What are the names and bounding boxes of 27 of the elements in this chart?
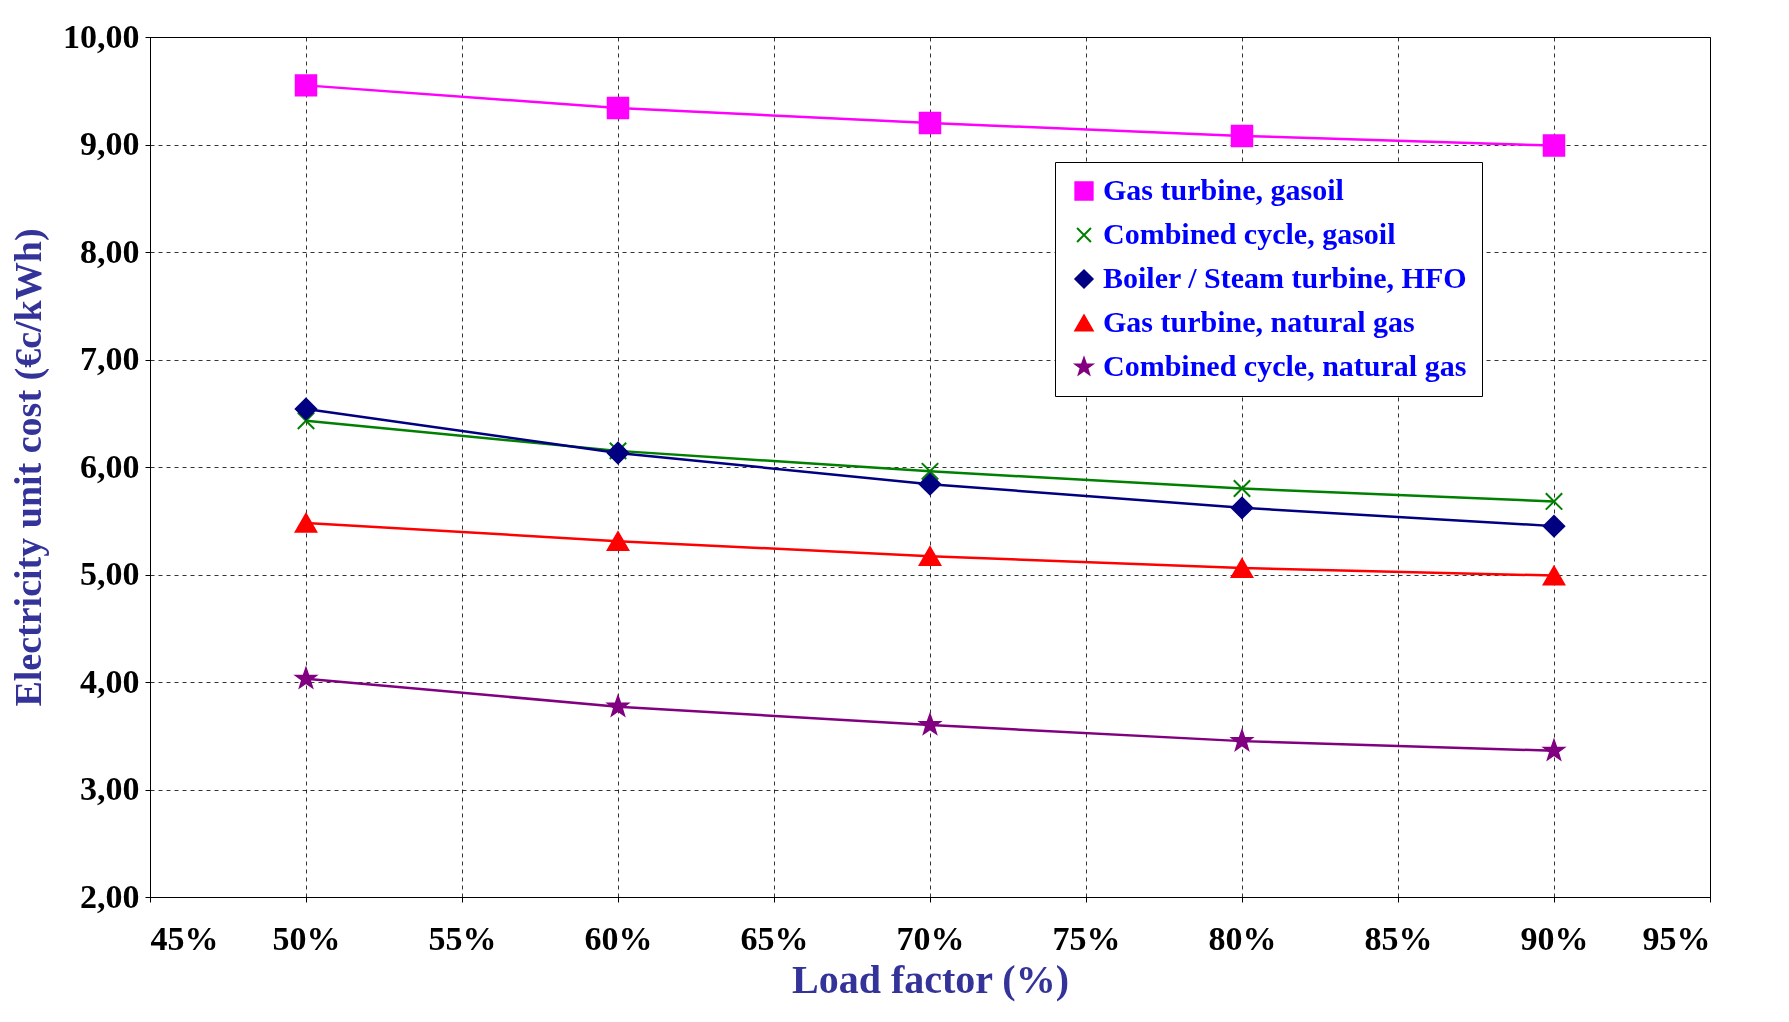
y-tick-label: 8,00 — [80, 232, 140, 270]
x-tick-label: 85% — [1364, 919, 1433, 957]
y-tick-label: 4,00 — [80, 662, 140, 700]
x-tick-label: 60% — [584, 919, 653, 957]
x-tick-label: 80% — [1208, 919, 1277, 957]
y-tick-label: 3,00 — [80, 770, 140, 807]
x-tick-label: 55% — [428, 919, 497, 957]
legend-label: Gas turbine, gasoil — [1103, 173, 1344, 206]
y-tick-label: 5,00 — [80, 555, 140, 592]
y-tick-label: 9,00 — [80, 125, 140, 162]
x-axis-title: Load factor (%) — [792, 956, 1069, 1002]
x-tick-label: 95% — [1642, 919, 1711, 957]
x-tick-label: 70% — [896, 919, 965, 957]
y-tick-label: 10,00 — [63, 17, 140, 55]
y-axis-title: Electricity unit cost (€c/kWh) — [7, 228, 50, 707]
legend-label: Boiler / Steam turbine, HFO — [1103, 261, 1467, 294]
x-tick-label: 75% — [1052, 919, 1121, 957]
legend-label: Combined cycle, gasoil — [1103, 217, 1396, 250]
legend-label: Gas turbine, natural gas — [1103, 305, 1415, 338]
x-tick-label: 45% — [150, 919, 219, 957]
x-tick-label: 65% — [740, 919, 809, 957]
x-tick-label: 90% — [1520, 919, 1589, 957]
legend-label: Combined cycle, natural gas — [1103, 349, 1467, 382]
y-tick-label: 7,00 — [80, 340, 140, 377]
x-tick-label: 50% — [272, 919, 341, 957]
y-tick-label: 2,00 — [80, 877, 140, 915]
y-tick-label: 6,00 — [80, 447, 140, 485]
